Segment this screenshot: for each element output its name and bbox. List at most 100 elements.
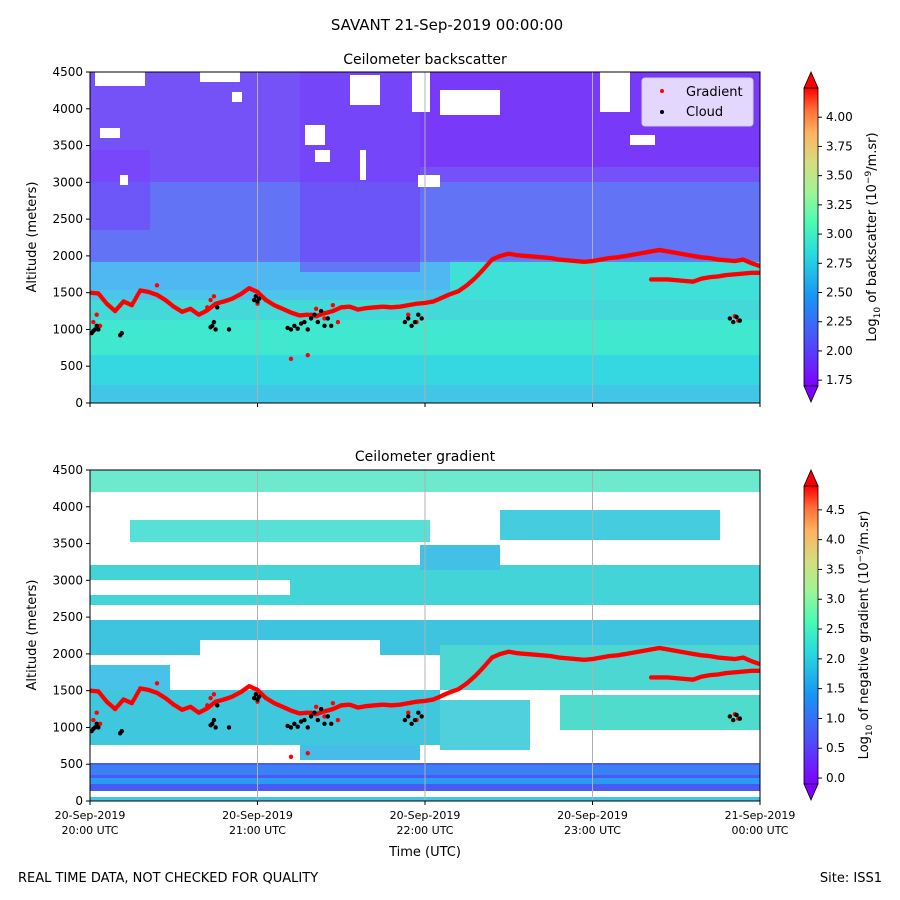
legend-cloud-marker xyxy=(660,110,664,114)
gradient-x-ticks: 20-Sep-2019 20:00 UTC 20-Sep-2019 21:00 UTC… xyxy=(55,801,796,837)
cloud-point xyxy=(295,326,300,331)
cloud-point xyxy=(119,728,125,734)
cloud-point xyxy=(210,721,215,726)
cloud-point xyxy=(251,297,257,303)
colorbar-tick-label: 0.5 xyxy=(826,741,845,755)
colorbar-bar xyxy=(803,485,819,785)
cloud-point xyxy=(298,719,304,724)
cloud-point xyxy=(226,327,232,332)
y-tick-label: 500 xyxy=(60,359,83,373)
backscatter-x-ticks xyxy=(89,403,761,407)
quality-disclaimer: REAL TIME DATA, NOT CHECKED FOR QUALITY xyxy=(18,871,318,886)
cloud-point xyxy=(312,710,317,715)
cloud-point xyxy=(318,706,324,712)
y-tick-label: 3000 xyxy=(52,175,83,189)
gradient-point xyxy=(330,302,336,308)
cloud-point xyxy=(302,319,307,325)
x-tick-time: 21:00 UTC xyxy=(229,824,286,837)
y-tick-label: 2000 xyxy=(52,647,83,661)
cloud-point xyxy=(419,316,424,321)
cloud-point xyxy=(295,724,300,729)
cloud-point xyxy=(406,316,411,321)
colorbar-tick-label: 2.0 xyxy=(826,652,845,666)
backscatter-title: Ceilometer backscatter xyxy=(343,52,507,68)
cloud-point xyxy=(731,717,736,723)
cloud-point xyxy=(416,710,421,715)
colorbar-tick-label: 1.0 xyxy=(826,711,845,725)
y-tick-label: 4500 xyxy=(52,463,83,477)
x-tick-time: 20:00 UTC xyxy=(61,824,118,837)
cloud-point xyxy=(727,714,733,719)
gradient-point xyxy=(94,710,99,715)
gradient-point xyxy=(205,305,210,310)
cloud-point xyxy=(402,319,408,325)
cloud-point xyxy=(325,316,331,321)
gradient-point xyxy=(335,717,341,723)
cloud-point xyxy=(734,712,739,718)
cloud-point xyxy=(288,327,294,332)
colorbar-tick-label: 1.75 xyxy=(826,373,853,387)
x-tick-time: 23:00 UTC xyxy=(564,824,621,837)
colorbar-tick-label: 2.5 xyxy=(826,622,845,636)
gradient-point xyxy=(756,668,760,674)
colorbar-max-arrow xyxy=(803,469,819,487)
gradient-point xyxy=(91,717,96,723)
site-label: Site: ISS1 xyxy=(820,871,882,886)
x-tick-date: 21-Sep-2019 xyxy=(725,809,796,822)
backscatter-colorbar-label: Log10 of backscatter (10−9/m.sr) xyxy=(864,132,883,341)
cloud-point xyxy=(96,725,101,730)
cloud-point xyxy=(215,703,220,708)
y-tick-label: 2500 xyxy=(52,212,83,226)
colorbar-tick-label: 4.5 xyxy=(826,503,845,517)
backscatter-colorbar: 1.75 2.00 2.25 2.50 2.75 3.00 3.25 3.50 3.75 4.00… xyxy=(803,71,883,403)
cloud-point xyxy=(406,714,411,719)
gradient-point xyxy=(208,297,213,303)
y-tick-label: 2000 xyxy=(52,249,83,263)
colorbar-tick-label: 0.0 xyxy=(826,771,845,785)
cloud-point xyxy=(305,327,310,332)
gradient-ylabel: Altitude (meters) xyxy=(25,580,40,691)
gradient-point xyxy=(211,294,217,299)
cloud-point xyxy=(288,725,294,730)
gradient-point xyxy=(305,352,310,358)
gradient-point xyxy=(322,714,327,719)
gradient-point xyxy=(205,703,210,708)
cloud-point xyxy=(737,716,743,721)
backscatter-y-ticks: 0 500 1000 1500 2000 2500 3000 3500 4000 4500 xyxy=(52,65,90,410)
colorbar-tick-label: 3.0 xyxy=(826,592,845,606)
cloud-point xyxy=(213,725,218,730)
cloud-point xyxy=(251,695,257,701)
cloud-point xyxy=(308,714,314,719)
gradient-point xyxy=(97,721,103,726)
cloud-point xyxy=(412,319,418,325)
x-tick-date: 20-Sep-2019 xyxy=(222,809,293,822)
cloud-point xyxy=(315,717,320,723)
cloud-point xyxy=(318,308,324,314)
colorbar-tick-label: 1.5 xyxy=(826,682,845,696)
cloud-point xyxy=(298,321,304,326)
cloud-point xyxy=(94,323,99,328)
gradient-point xyxy=(211,692,217,697)
cloud-point xyxy=(210,323,215,328)
gradient-point xyxy=(406,312,411,317)
gradient-y-ticks: 0 500 1000 1500 2000 2500 3000 3500 4000 4500 xyxy=(52,463,90,808)
legend-gradient-label: Gradient xyxy=(686,85,743,100)
cloud-point xyxy=(329,721,334,726)
gradient-title: Ceilometer gradient xyxy=(355,449,496,465)
cloud-point xyxy=(305,725,310,730)
cloud-point xyxy=(402,717,408,723)
gradient-point xyxy=(97,323,103,328)
cloud-point xyxy=(96,327,101,332)
cloud-point xyxy=(312,312,317,317)
gradient-colorbar: 0.0 0.5 1.0 1.5 2.0 2.5 3.0 3.5 4.0 4.5 Log10 of … xyxy=(803,469,875,801)
cloud-point xyxy=(92,327,98,332)
y-tick-label: 1500 xyxy=(52,286,83,300)
legend-gradient-marker xyxy=(660,89,664,93)
backscatter-legend: Gradient Cloud xyxy=(641,77,754,127)
colorbar-ticks: 1.75 2.00 2.25 2.50 2.75 3.00 3.25 3.50 3.75 4.00 xyxy=(818,110,853,387)
gradient-point xyxy=(94,312,99,317)
cloud-point xyxy=(731,319,736,325)
colorbar-tick-label: 3.50 xyxy=(826,169,853,183)
cloud-point xyxy=(285,325,290,331)
y-tick-label: 3500 xyxy=(52,537,83,551)
